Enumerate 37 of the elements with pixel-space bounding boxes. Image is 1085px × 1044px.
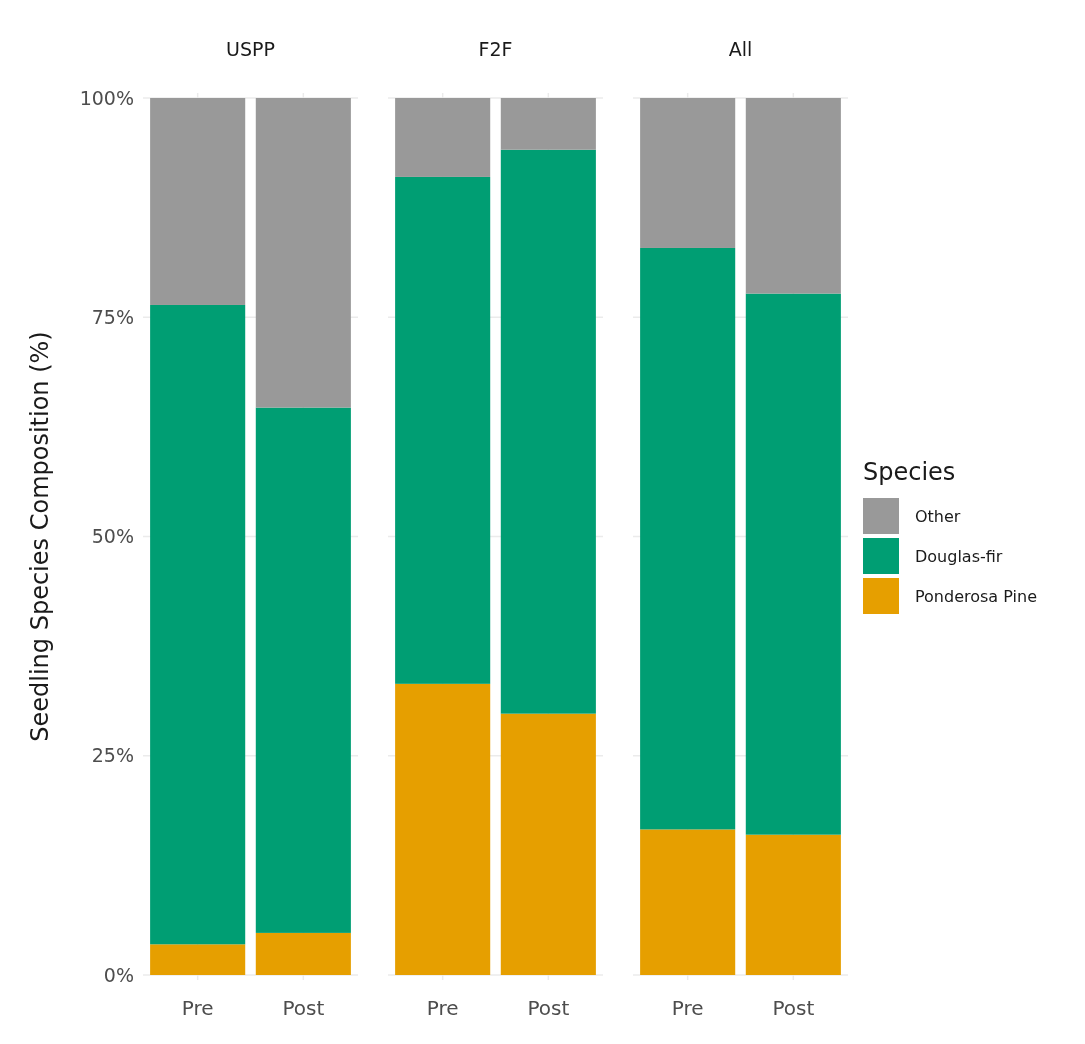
chart-title: All: [728, 38, 753, 60]
chart-title: USPP: [226, 38, 275, 60]
chart-title: F2F: [478, 38, 513, 60]
x-tick-label: Pre: [181, 996, 214, 1020]
y-tick-label: 100%: [79, 86, 134, 109]
bar: [745, 98, 841, 294]
x-tick-label: Post: [527, 996, 570, 1020]
bar: [745, 293, 841, 835]
bar: [395, 176, 491, 684]
bar: [640, 829, 736, 975]
y-tick-label: 50%: [91, 525, 134, 548]
y-axis-title: Seedling Species Composition (%): [26, 331, 54, 742]
bar: [150, 944, 246, 975]
bar: [255, 932, 351, 975]
bar: [500, 713, 596, 975]
bar: [745, 834, 841, 975]
bar: [395, 98, 491, 177]
x-tick-label: Pre: [671, 996, 704, 1020]
x-tick-label: Pre: [426, 996, 459, 1020]
bar: [395, 683, 491, 975]
legend-label: Other: [915, 506, 961, 526]
x-tick-label: Post: [772, 996, 815, 1020]
bar: [255, 407, 351, 933]
bar: [150, 98, 246, 305]
bar: [500, 98, 596, 150]
bar: [640, 98, 736, 248]
y-tick-label: 25%: [91, 744, 134, 767]
bar: [640, 247, 736, 830]
x-tick-label: Post: [282, 996, 325, 1020]
bar: [150, 304, 246, 945]
y-tick-label: 75%: [91, 305, 134, 328]
y-tick-label: 0%: [103, 963, 134, 986]
legend-title: Species: [863, 458, 956, 486]
bar: [255, 98, 351, 408]
legend-label: Ponderosa Pine: [915, 586, 1037, 606]
legend-label: Douglas-fir: [915, 546, 1003, 566]
bar: [500, 149, 596, 714]
